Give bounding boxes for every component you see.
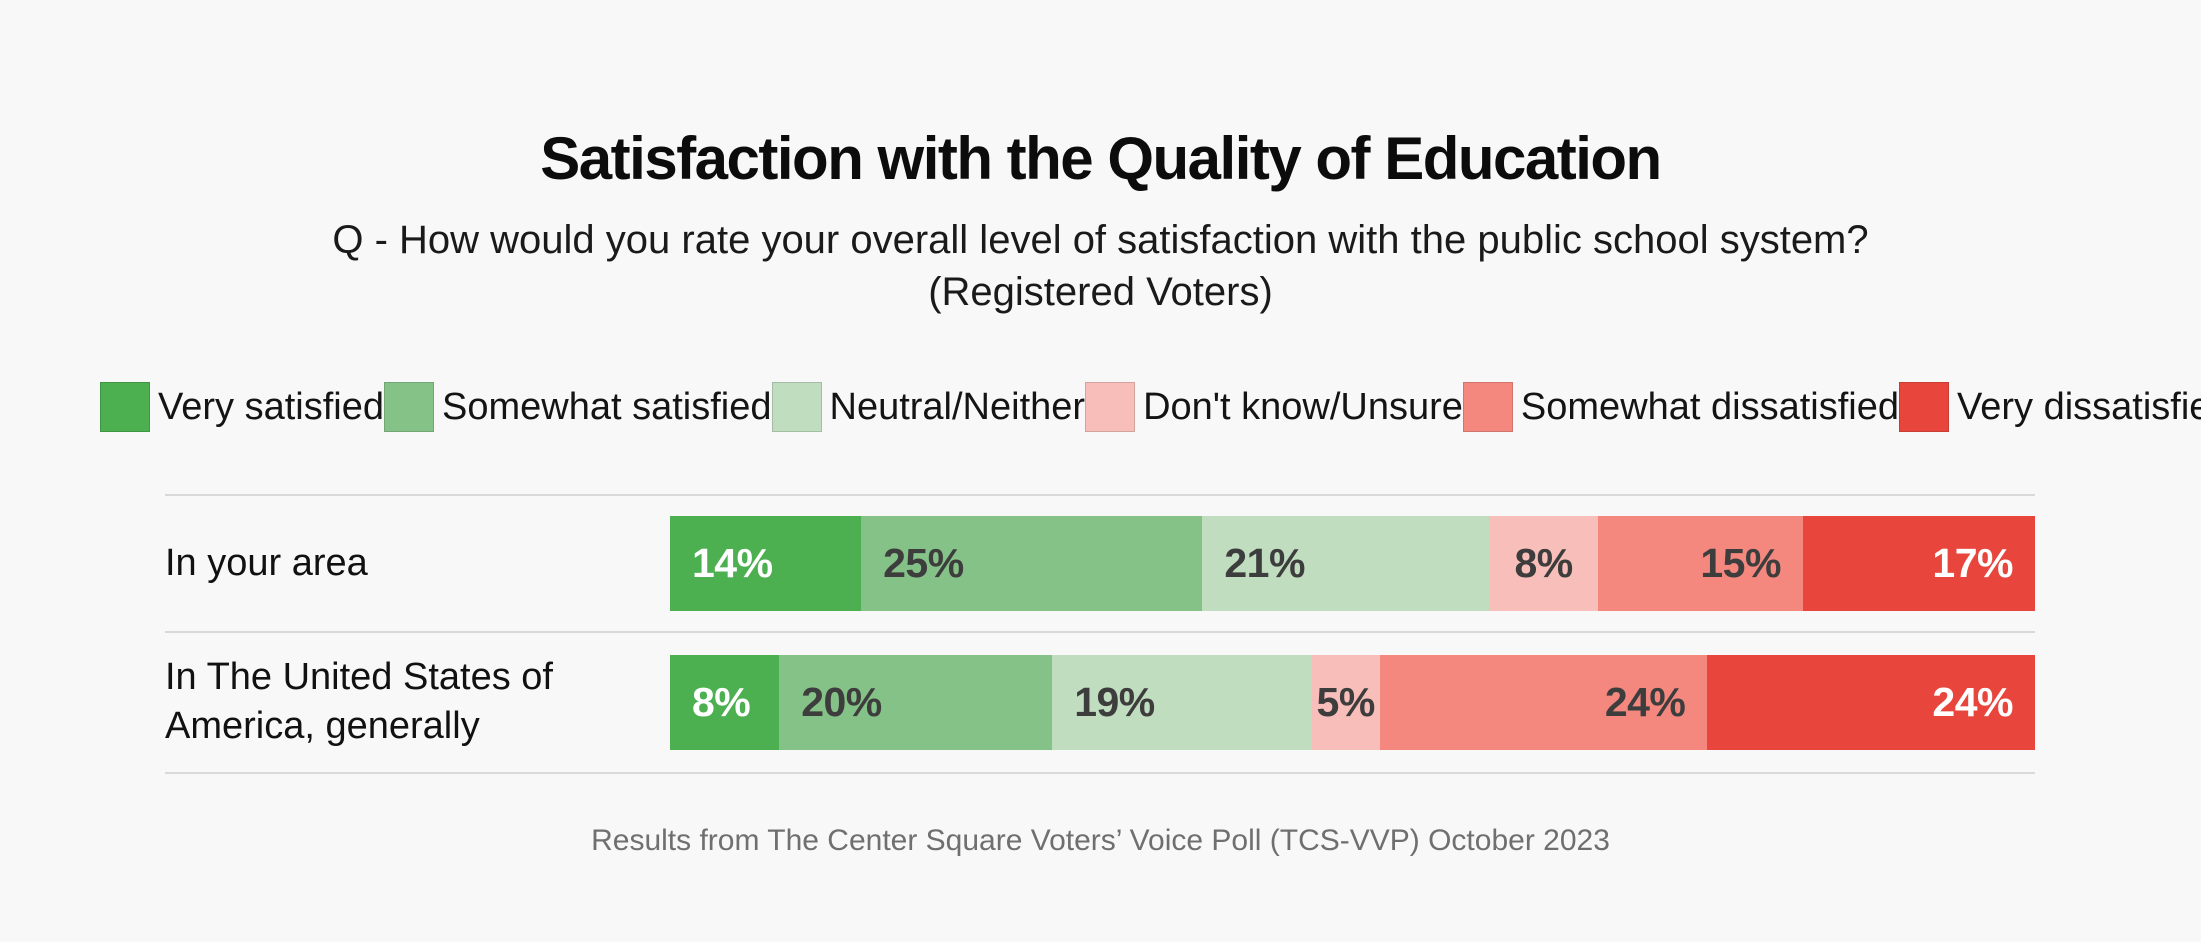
bar-segment-don-t-know-unsure: 8% [1488, 516, 1599, 611]
legend-item-neutral-neither: Neutral/Neither [771, 382, 1086, 432]
bar-segment-very-dissatisfied: 24% [1707, 654, 2035, 750]
subtitle-question: Q - How would you rate your overall leve… [332, 218, 1869, 262]
legend-label: Neutral/Neither [829, 385, 1086, 428]
row-label: In your area [165, 541, 368, 584]
segment-value-label: 8% [692, 678, 751, 725]
legend-swatch-somewhat-dissatisfied [1462, 382, 1513, 432]
legend-swatch-very-satisfied [100, 382, 150, 432]
bar-segment-don-t-know-unsure: 5% [1311, 654, 1380, 750]
legend-item-don-t-know-unsure: Don't know/Unsure [1085, 382, 1463, 432]
bar-segment-very-dissatisfied: 17% [1802, 516, 2035, 611]
row-label: In The United States of America, general… [165, 656, 553, 748]
segment-value-label: 21% [1224, 540, 1305, 586]
chart-title: Satisfaction with the Quality of Educati… [540, 125, 1662, 192]
bar-segment-neutral-neither: 21% [1202, 516, 1489, 611]
legend-swatch-very-dissatisfied [1899, 382, 1949, 432]
legend-label: Somewhat dissatisfied [1520, 385, 1899, 428]
bar-segment-somewhat-satisfied: 25% [861, 516, 1203, 611]
segment-value-label: 5% [1316, 678, 1376, 725]
bar-segment-neutral-neither: 19% [1052, 654, 1312, 750]
bar-segment-somewhat-dissatisfied: 15% [1598, 516, 1803, 611]
segment-value-label: 14% [692, 540, 773, 586]
legend-item-somewhat-dissatisfied: Somewhat dissatisfied [1462, 382, 1899, 432]
legend-label: Don't know/Unsure [1143, 385, 1463, 428]
legend-item-somewhat-satisfied: Somewhat satisfied [384, 382, 772, 432]
bar-segment-somewhat-dissatisfied: 24% [1379, 654, 1708, 750]
legend-swatch-neutral-neither [771, 382, 822, 432]
legend-label: Very satisfied [158, 385, 384, 428]
chart-row-in-your-area: In your area 14% 25% 21% 8% 15% 17% [165, 494, 2035, 631]
segment-value-label: 20% [801, 678, 882, 725]
source-note: Results from The Center Square Voters’ V… [591, 823, 1610, 857]
subtitle-population: (Registered Voters) [928, 270, 1273, 314]
stacked-bar: 8% 20% 19% 5% 24% 24% [670, 654, 2035, 750]
segment-value-label: 25% [883, 540, 964, 586]
bar-segment-very-satisfied: 14% [670, 516, 862, 611]
stacked-bar-chart: In your area 14% 25% 21% 8% 15% 17% In The Unit… [165, 494, 2035, 774]
segment-value-label: 15% [1700, 540, 1781, 586]
chart-subtitle: Q - How would you rate your overall leve… [0, 214, 2201, 318]
legend: Very satisfied Somewhat satisfied Neutral/… [0, 382, 2201, 432]
legend-label: Somewhat satisfied [442, 385, 772, 428]
chart-row-in-the-united-states-of-america-generally: In The United States of America, general… [165, 631, 2035, 774]
bar-segment-somewhat-satisfied: 20% [779, 654, 1053, 750]
segment-value-label: 24% [1932, 678, 2013, 725]
legend-swatch-don-t-know-unsure [1085, 382, 1136, 432]
legend-item-very-satisfied: Very satisfied [100, 382, 384, 432]
segment-value-label: 19% [1074, 678, 1155, 725]
segment-value-label: 24% [1604, 678, 1686, 725]
bar-segment-very-satisfied: 8% [670, 654, 780, 750]
legend-swatch-somewhat-satisfied [384, 382, 434, 432]
segment-value-label: 8% [1514, 540, 1573, 586]
stacked-bar: 14% 25% 21% 8% 15% 17% [670, 516, 2035, 611]
segment-value-label: 17% [1932, 540, 2013, 586]
legend-item-very-dissatisfied: Very dissatisfied [1899, 382, 2201, 432]
legend-label: Very dissatisfied [1957, 385, 2201, 428]
